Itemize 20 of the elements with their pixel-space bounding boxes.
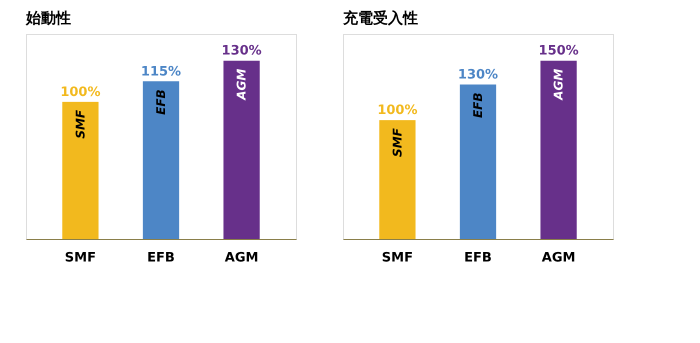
data-label: 130% — [458, 68, 498, 83]
x-tick-label: SMF — [64, 250, 96, 266]
category-label: AGM — [234, 68, 249, 100]
x-tick-label: SMF — [382, 250, 413, 266]
x-tick-label: EFB — [147, 250, 175, 266]
category-label: AGM — [552, 68, 566, 100]
category-label: EFB — [471, 92, 485, 118]
x-tick-label: AGM — [224, 250, 258, 266]
data-label: 115% — [140, 64, 182, 80]
x-tick-label: AGM — [542, 250, 576, 266]
category-label: SMF — [390, 128, 404, 157]
data-label: 150% — [538, 44, 579, 59]
category-label: EFB — [154, 89, 168, 115]
data-label: 130% — [222, 44, 262, 59]
chart-title: 充電受入性 — [342, 9, 418, 27]
data-label: 100% — [60, 84, 100, 100]
chart-title: 始動性 — [25, 10, 71, 27]
x-tick-label: EFB — [464, 250, 492, 266]
data-label: 100% — [377, 103, 418, 118]
category-label: SMF — [73, 110, 88, 139]
